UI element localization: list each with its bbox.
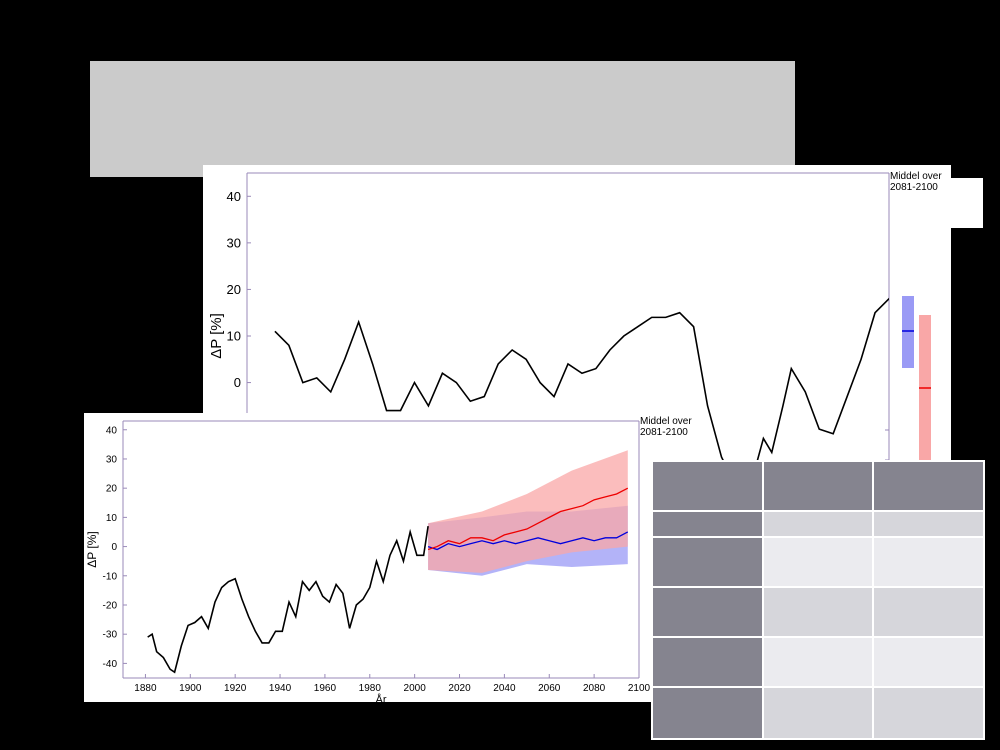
table-cell (872, 536, 985, 588)
x-tick-label: 1920 (224, 683, 247, 694)
x-tick-label: 1900 (179, 683, 202, 694)
side-panel-label-line2: 2081-2100 (890, 182, 938, 193)
chart-top-svg: -20-10010203040ΔP [%] (208, 172, 931, 465)
y-tick-label: 0 (111, 542, 117, 553)
y-tick-label: 40 (227, 189, 241, 204)
table-row-header (651, 636, 764, 688)
observed-series-line (274, 297, 889, 465)
table-cell (761, 536, 875, 588)
y-tick-label: 30 (106, 454, 118, 465)
high-scenario-summary-bar (919, 315, 931, 465)
table-cell (872, 636, 985, 688)
x-axis-label: År (376, 693, 387, 702)
table-row-header (651, 686, 764, 740)
y-tick-label: 30 (227, 235, 241, 250)
x-tick-label: 2060 (538, 683, 561, 694)
y-tick-label: 40 (106, 425, 118, 436)
table-cell (761, 586, 875, 638)
side-panel-label-line1: Middel over (640, 416, 692, 427)
plot-area (147, 450, 629, 674)
x-tick-label: 2100 (628, 683, 651, 694)
side-panel-label-top: Middel over 2081-2100 (890, 171, 942, 193)
table-row-header (651, 510, 764, 538)
x-tick-label: 2080 (583, 683, 606, 694)
table-header-cell (651, 460, 764, 512)
table-row-header (651, 536, 764, 588)
x-tick-label: 1980 (359, 683, 382, 694)
y-tick-label: 0 (234, 375, 241, 390)
plot-area (274, 297, 889, 465)
x-tick-label: 1880 (134, 683, 157, 694)
table-row-header (651, 586, 764, 638)
y-tick-label: 20 (227, 282, 241, 297)
y-tick-label: -20 (103, 600, 118, 611)
table-cell (872, 586, 985, 638)
table-cell (761, 636, 875, 688)
side-panel-label-line2: 2081-2100 (640, 427, 688, 438)
y-axis-label: ΔP [%] (208, 313, 225, 359)
y-tick-label: -30 (103, 630, 118, 641)
y-axis-label: ΔP [%] (85, 531, 99, 567)
y-tick-label: -10 (103, 571, 118, 582)
white-patch (950, 178, 983, 228)
x-tick-label: 2040 (493, 683, 516, 694)
y-tick-label: 10 (106, 513, 118, 524)
x-tick-label: 1960 (314, 683, 337, 694)
y-tick-label: 20 (106, 484, 118, 495)
x-tick-label: 1940 (269, 683, 292, 694)
y-tick-label: -40 (103, 659, 118, 670)
table-header-cell (872, 460, 985, 512)
table-cell (872, 686, 985, 740)
side-panel-label-bottom: Middel over 2081-2100 (640, 416, 692, 438)
y-tick-label: 10 (227, 329, 241, 344)
table-cell (761, 686, 875, 740)
observed-series-line (147, 526, 429, 674)
chart-bottom: -40 -30 -20 -10 0 10 20 30 40 1880 1900 1920 1940 196… (84, 413, 692, 702)
table-header-cell (761, 460, 875, 512)
high-series-line (427, 487, 629, 551)
data-table (651, 460, 985, 740)
low-scenario-summary-bar (902, 296, 914, 368)
side-panel-label-line1: Middel over (890, 171, 942, 182)
low-series-line (427, 531, 629, 551)
slide-title-box (90, 61, 795, 177)
table-cell (872, 510, 985, 538)
table-cell (761, 510, 875, 538)
chart-bottom-svg: -40 -30 -20 -10 0 10 20 30 40 1880 1900 1920 1940 196… (85, 420, 651, 702)
x-tick-label: 2020 (448, 683, 471, 694)
x-tick-label: 2000 (404, 683, 427, 694)
